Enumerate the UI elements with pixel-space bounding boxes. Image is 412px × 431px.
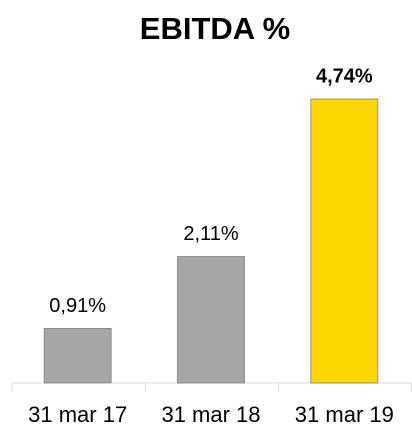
data-label: 0,91% — [49, 295, 106, 317]
data-label: 4,74% — [316, 65, 373, 87]
bar — [43, 328, 112, 384]
x-tick-label: 31 mar 17 — [28, 402, 127, 427]
x-tick-label: 31 mar 19 — [295, 402, 394, 427]
data-label: 2,11% — [183, 223, 238, 245]
x-tick-label: 31 mar 18 — [161, 402, 260, 427]
bar — [177, 256, 245, 384]
bar — [310, 98, 379, 384]
chart-title: EBITDA % — [140, 11, 290, 46]
